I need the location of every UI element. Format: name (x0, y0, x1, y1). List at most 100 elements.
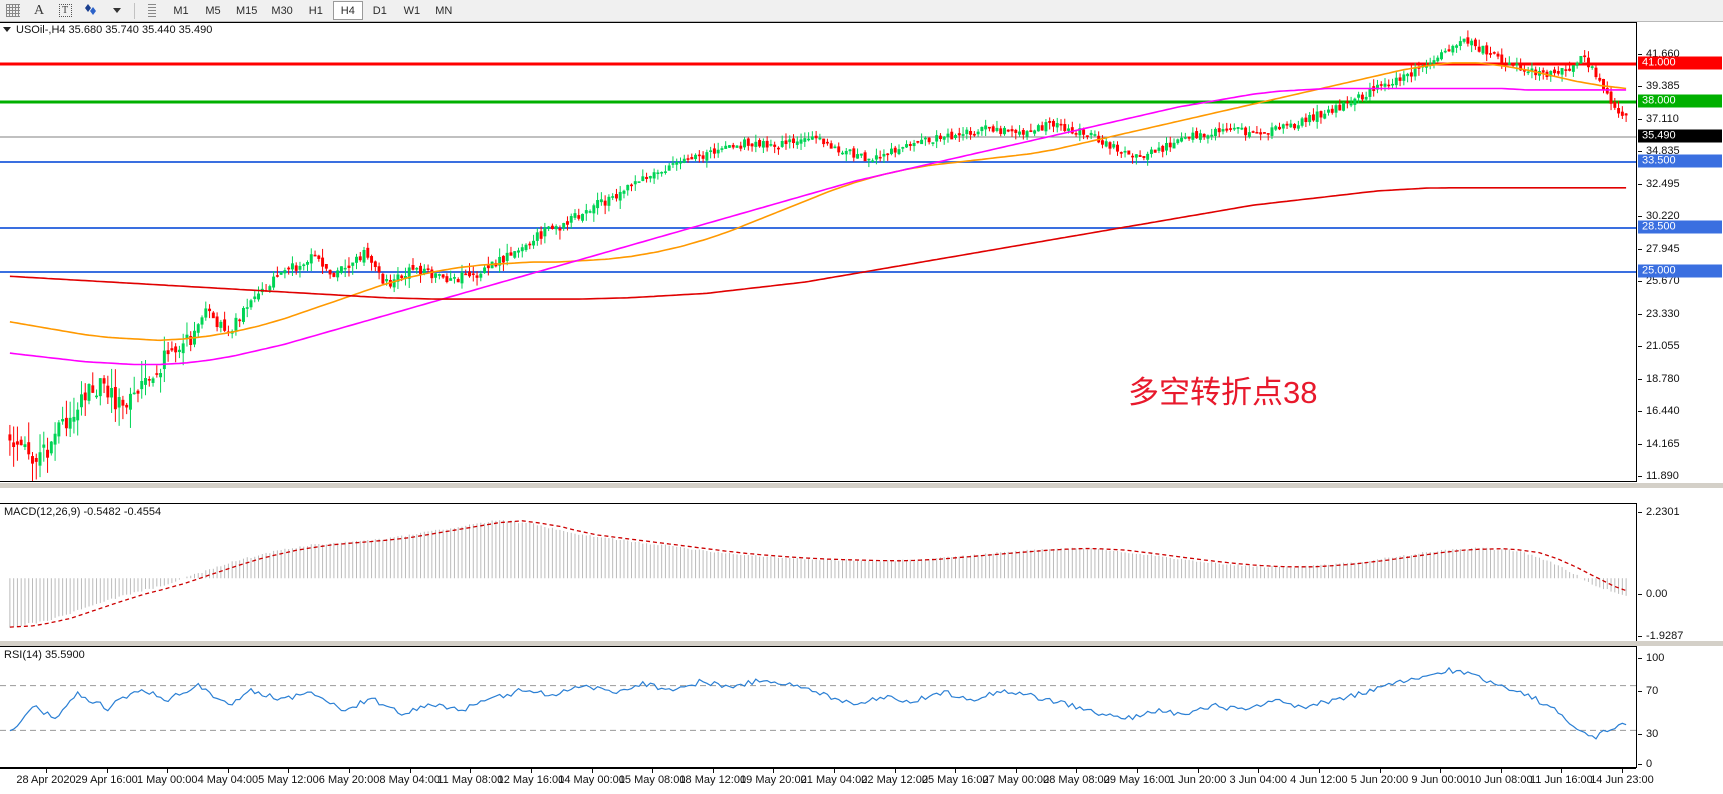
candle-body (98, 378, 102, 397)
main-price-pane[interactable]: 多空转折点38 (0, 22, 1636, 482)
candle-body (818, 137, 822, 140)
objects-tool-icon[interactable] (78, 1, 104, 21)
candle-body (377, 266, 381, 273)
candle-body (679, 161, 682, 164)
candle-body (381, 273, 385, 284)
price-level-badge[interactable]: 25.000 (1638, 264, 1722, 278)
axis-tick-label: 18.780 (1637, 373, 1680, 385)
time-tick-label: 28 Apr 2020 (16, 774, 76, 786)
macd-axis[interactable]: 2.2301 0.00 -1.9287 (1636, 503, 1723, 642)
price-level-badge[interactable]: 41.000 (1638, 56, 1722, 70)
candle-body (1575, 62, 1579, 66)
candle-body (1462, 38, 1466, 42)
candle-body (901, 147, 905, 149)
candle-body (1010, 129, 1014, 132)
candle-body (1406, 73, 1410, 77)
candle-body (1511, 63, 1515, 66)
timeframe-h1[interactable]: H1 (308, 4, 323, 17)
candle-body (905, 144, 909, 148)
periods-icon[interactable] (139, 1, 165, 21)
time-tick-label: 14 May 00:00 (558, 774, 625, 786)
candle-body (362, 249, 366, 263)
time-tick-label: 10 Jun 08:00 (1468, 774, 1533, 786)
time-axis[interactable]: 28 Apr 2020 29 Apr 16:00 1 May 00:00 4 May … (0, 768, 1654, 794)
candle-body (731, 144, 735, 148)
candle-body (897, 149, 901, 155)
time-tick-mark (652, 769, 654, 773)
candle-body (332, 273, 336, 277)
candle-body (1541, 70, 1545, 73)
rsi-pane[interactable]: RSI(14) 35.5900 (0, 646, 1636, 768)
candle-body (630, 184, 633, 187)
candle-body (1455, 45, 1459, 48)
candle-body (1021, 129, 1025, 135)
candle-body (1198, 133, 1202, 140)
macd-pane[interactable]: MACD(12,26,9) -0.5482 -0.4554 (0, 503, 1636, 642)
price-axis[interactable]: 41.660 39.385 37.110 34.835 32.495 30.220 27.9… (1636, 22, 1723, 515)
candle-body (920, 139, 924, 145)
candle-body (1319, 111, 1323, 118)
price-level-badge[interactable]: 35.490 (1638, 129, 1722, 143)
time-tick-mark (1379, 769, 1381, 773)
candle-body (68, 417, 72, 429)
candle-body (1036, 125, 1040, 132)
candle-body (136, 390, 140, 394)
axis-tick-label: 25.670 (1637, 275, 1680, 287)
candle-body (501, 255, 505, 263)
axis-tick-label: 23.330 (1637, 308, 1680, 320)
candle-body (31, 456, 34, 464)
candle-body (1044, 122, 1048, 132)
time-tick-label: 15 May 08:00 (618, 774, 686, 786)
candle-body (1229, 128, 1233, 130)
pane-divider-2[interactable] (0, 641, 1723, 646)
candle-body (1138, 155, 1142, 157)
price-level-badge[interactable]: 28.500 (1638, 220, 1722, 234)
price-level-badge[interactable]: 38.000 (1638, 94, 1722, 108)
objects-dropdown-icon[interactable] (104, 1, 130, 21)
candle-body (245, 307, 249, 309)
candle-body (430, 269, 434, 279)
timeframe-m5[interactable]: M5 (205, 4, 221, 17)
candle-body (241, 307, 245, 322)
timeframe-h4[interactable]: H4 (332, 1, 363, 20)
crosshair-grid-icon[interactable] (0, 1, 26, 21)
candle-body (1338, 104, 1342, 111)
timeframe-mn[interactable]: MN (435, 4, 453, 17)
candle-body (1244, 127, 1248, 136)
timeframe-m30[interactable]: M30 (271, 4, 293, 17)
candle-body (1259, 132, 1263, 135)
timeframe-m15[interactable]: M15 (236, 4, 258, 17)
text-label-tool-icon[interactable]: T (52, 1, 78, 21)
time-tick-mark (955, 769, 957, 773)
symbol-header: USOil-,H4 35.680 35.740 35.440 35.490 (0, 23, 212, 36)
text-tool-icon[interactable]: A (33, 2, 45, 18)
candle-body (110, 387, 114, 398)
candle-body (984, 125, 988, 130)
candle-body (471, 273, 475, 276)
price-level-badge[interactable]: 33.500 (1638, 154, 1722, 168)
candle-body (1131, 155, 1135, 158)
axis-tick-label: 30.220 (1637, 210, 1680, 222)
pane-divider-1[interactable] (0, 483, 1723, 488)
timeframe-d1[interactable]: D1 (372, 4, 387, 17)
timeframe-w1[interactable]: W1 (403, 4, 421, 17)
candle-body (279, 272, 283, 275)
moving-average-line (9, 87, 1627, 366)
axis-tick-label: 37.110 (1637, 113, 1679, 125)
chart-menu-caret-icon[interactable] (3, 27, 11, 32)
candle-body (859, 153, 863, 156)
candle-body (121, 399, 125, 406)
candle-body (701, 155, 705, 159)
candle-body (1470, 40, 1474, 46)
candle-body (1232, 127, 1236, 130)
timeframe-m1[interactable]: M1 (173, 4, 189, 17)
candle-body (754, 141, 758, 147)
candle-body (87, 384, 91, 401)
candle-body (1149, 149, 1153, 155)
candle-body (750, 143, 754, 147)
candle-body (1357, 94, 1361, 98)
candle-body (1153, 149, 1157, 153)
candle-body (780, 141, 784, 147)
candle-body (1609, 91, 1613, 104)
rsi-axis[interactable]: 100 70 30 0 (1636, 646, 1723, 770)
